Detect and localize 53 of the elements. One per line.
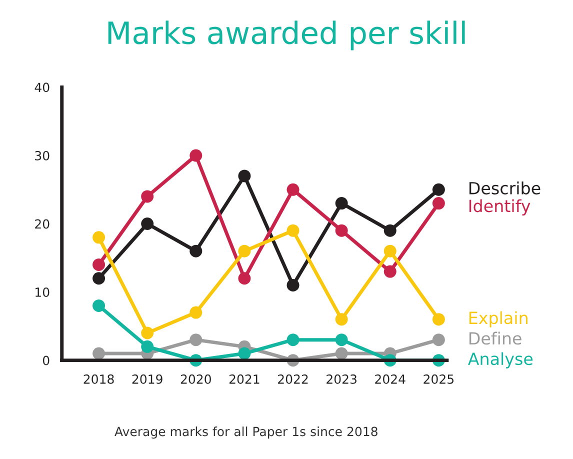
point (92, 299, 106, 312)
point (335, 197, 348, 210)
chart-title: Marks awarded per skill (108, 20, 465, 50)
point (432, 313, 445, 326)
point (141, 190, 154, 203)
point (432, 183, 445, 196)
point (92, 231, 106, 244)
x-tick-label: 2019 (132, 374, 162, 384)
point (92, 347, 106, 360)
series-label: Explain (469, 311, 528, 328)
x-tick-label: 2022 (278, 374, 308, 384)
x-tick-label: 2021 (229, 374, 260, 384)
y-tick-label: 20 (35, 219, 50, 229)
point (190, 306, 202, 319)
point (190, 334, 202, 346)
point (335, 313, 348, 326)
text: Average marks for all Paper 1s since 2018 (114, 426, 378, 439)
point (190, 244, 202, 258)
point (141, 218, 154, 230)
y-tick-label: 0 (42, 356, 50, 366)
point (141, 340, 154, 353)
point (286, 224, 300, 237)
y-tick-label: 30 (35, 150, 50, 160)
point (286, 278, 300, 292)
series-label: Identify (469, 199, 530, 216)
point (384, 265, 396, 278)
series-label: Define (469, 332, 522, 345)
y-tick-label: 10 (36, 288, 50, 297)
x-tick-label: 2024 (375, 374, 406, 384)
y-tick-label: 40 (34, 82, 50, 92)
point (335, 334, 348, 346)
point (190, 149, 202, 162)
point (238, 347, 251, 360)
point (238, 272, 251, 285)
point (141, 326, 154, 340)
point (286, 183, 300, 196)
x-tick-label: 2023 (326, 374, 356, 384)
x-tick-label: 2025 (424, 374, 454, 384)
point (384, 224, 396, 237)
point (432, 334, 445, 346)
point (92, 272, 106, 285)
point (238, 244, 251, 258)
x-tick-label: 2018 (84, 374, 114, 384)
series-label: Describe (469, 182, 540, 194)
point (335, 224, 348, 237)
point (92, 258, 106, 271)
point (432, 197, 445, 210)
point (286, 334, 300, 346)
x-tick-label: 2020 (180, 374, 211, 384)
point (238, 170, 251, 182)
series-label: Analyse (468, 352, 533, 368)
point (384, 244, 396, 258)
point (335, 347, 348, 360)
